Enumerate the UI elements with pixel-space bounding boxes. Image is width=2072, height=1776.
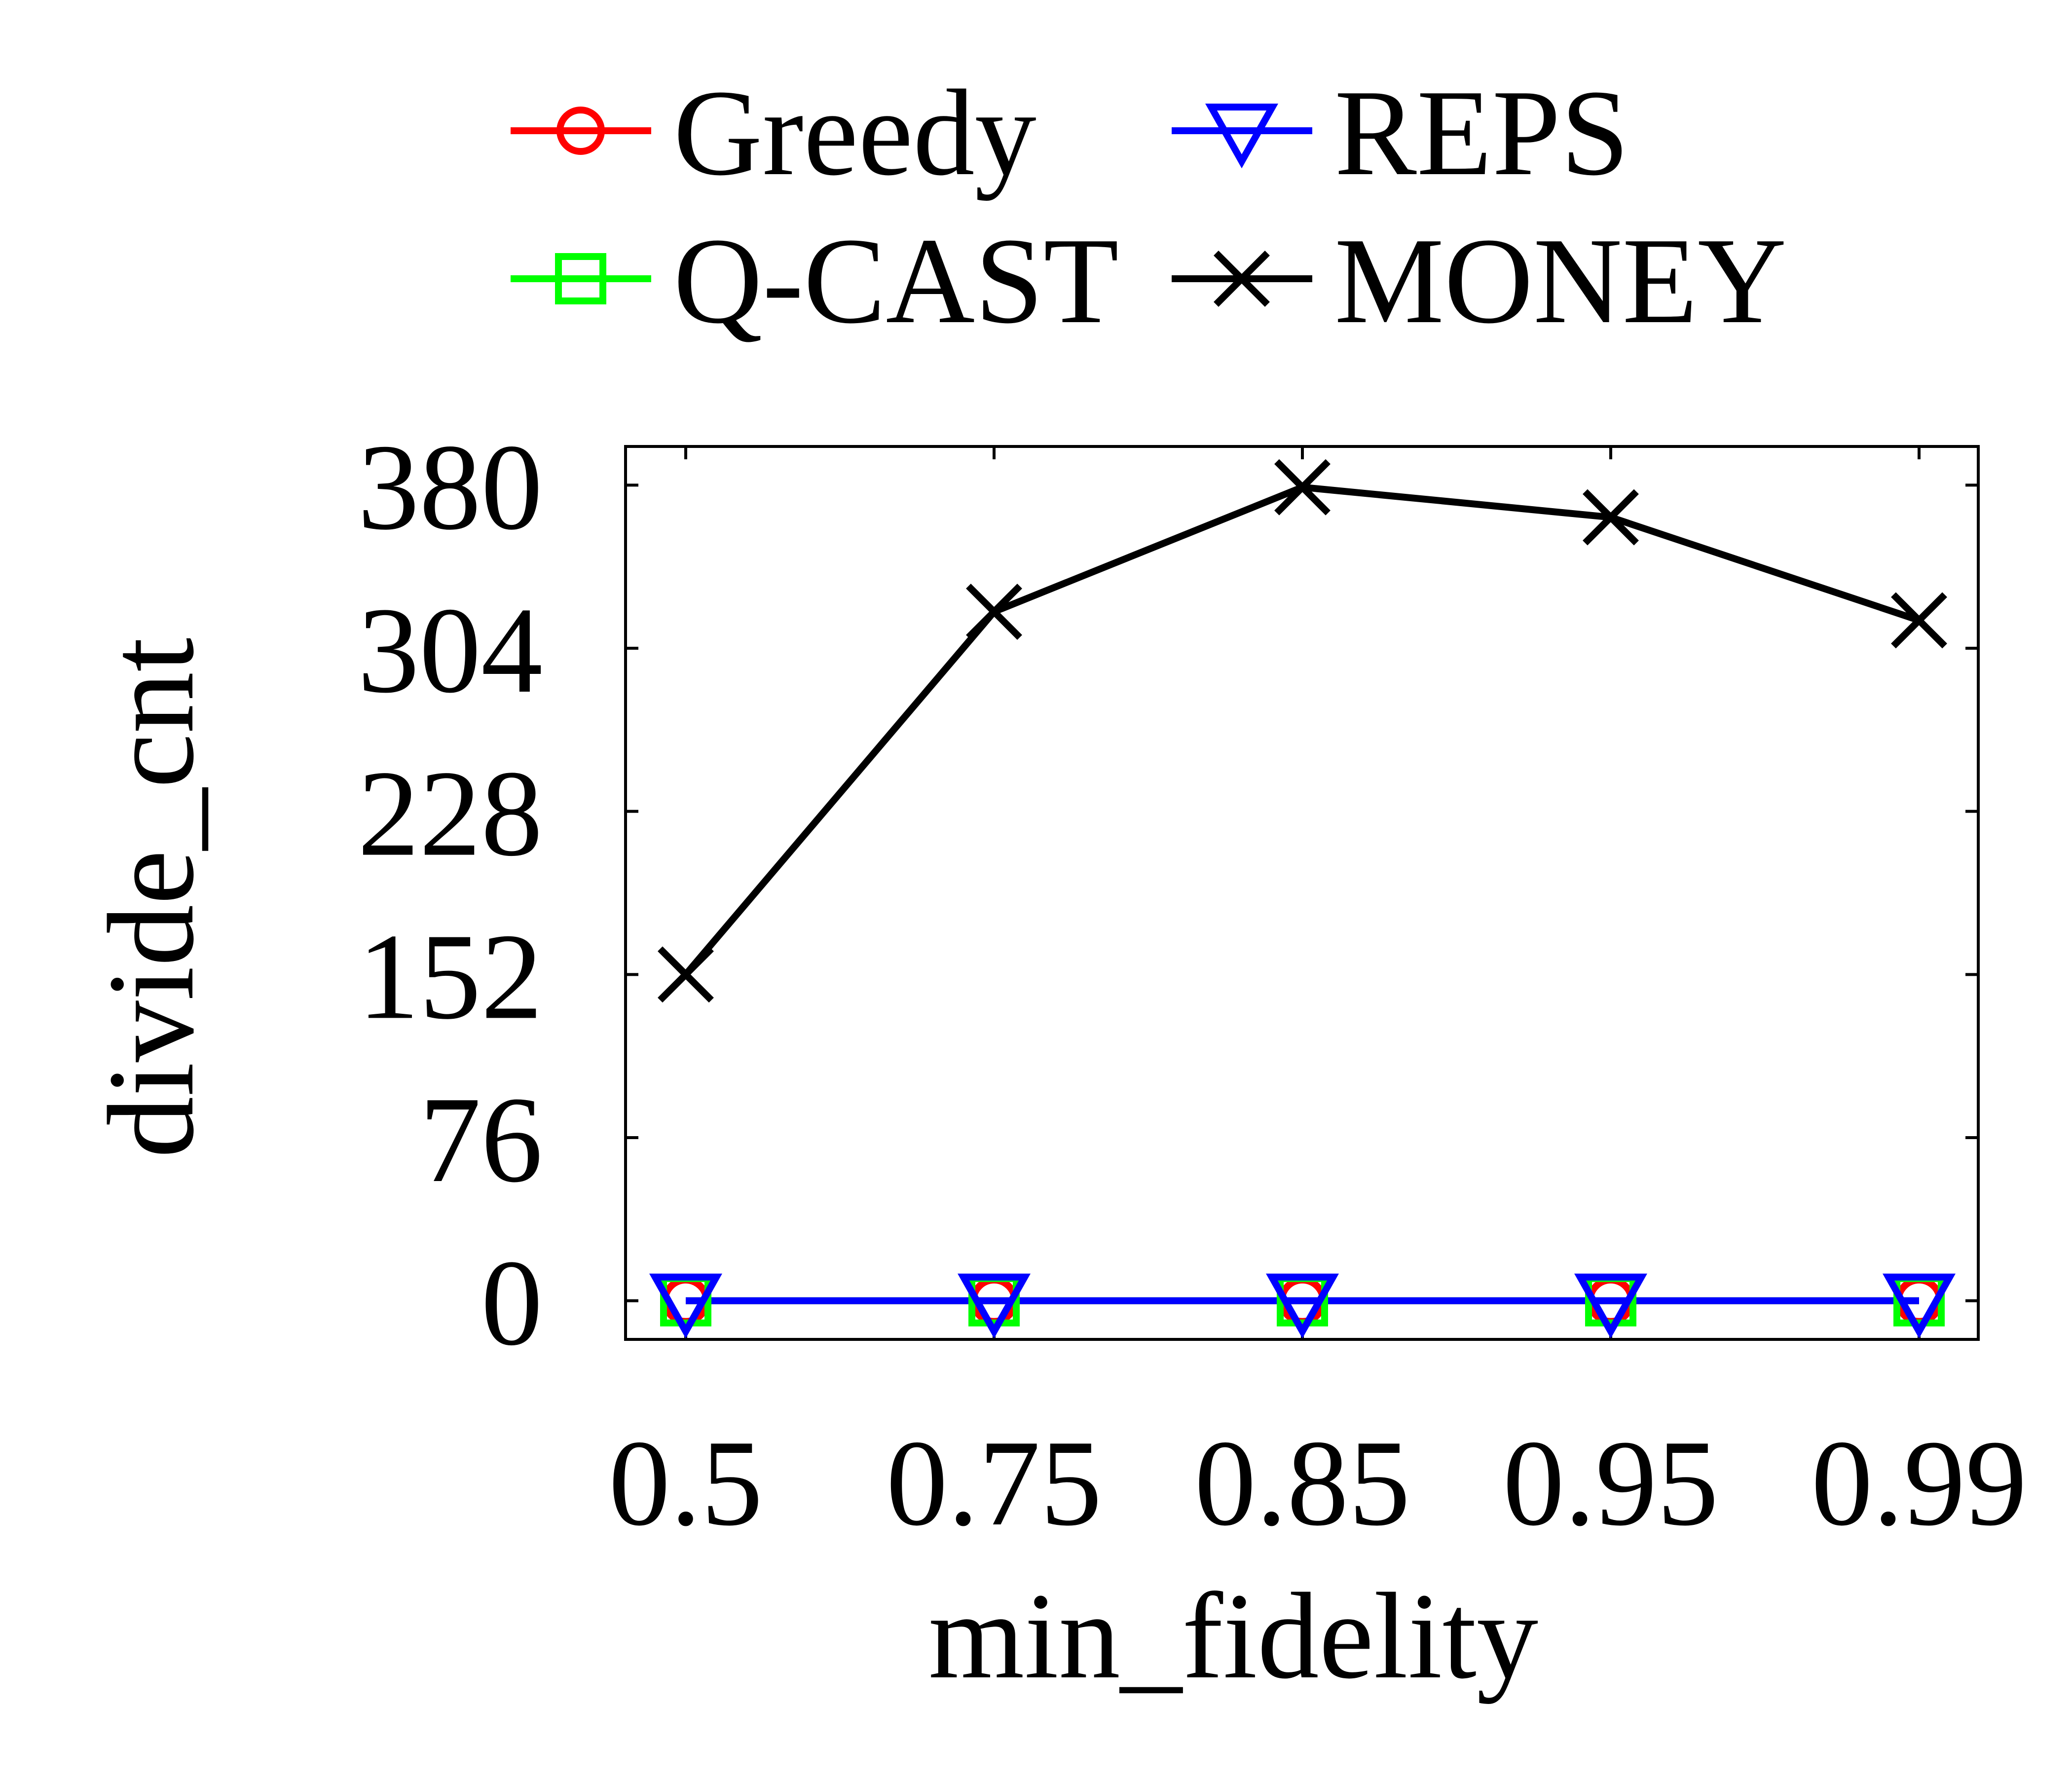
legend-marker-reps [1205, 104, 1278, 169]
legend: Greedy REPS Q-CAST MONEY [511, 65, 1787, 349]
point-reps-0.5 [649, 1273, 722, 1338]
series-lines [683, 483, 1921, 1304]
y-ticks: 0 76 152 228 304 380 [358, 419, 1978, 1371]
legend-label-greedy: Greedy [673, 65, 1036, 201]
legend-marker-greedy [556, 107, 605, 155]
x-tick-label-0.99: 0.99 [1811, 1415, 2027, 1552]
x-tick-label-0.5: 0.5 [609, 1415, 763, 1552]
y-tick-label-228: 228 [358, 745, 543, 882]
legend-item-money: MONEY [1172, 213, 1787, 349]
series-markers [649, 459, 1956, 1338]
x-tick-label-0.85: 0.85 [1194, 1415, 1410, 1552]
point-money-0.95 [1583, 489, 1639, 546]
point-money-0.5 [658, 946, 714, 1003]
legend-item-greedy: Greedy [511, 65, 1036, 201]
legend-label-money: MONEY [1334, 213, 1787, 349]
legend-marker-money [1214, 251, 1270, 307]
y-tick-label-0: 0 [481, 1235, 543, 1371]
point-reps-0.99 [1883, 1273, 1956, 1338]
x-tick-label-0.95: 0.95 [1503, 1415, 1719, 1552]
legend-label-q-cast: Q-CAST [673, 213, 1119, 349]
x-axis-label: min_fidelity [928, 1568, 1538, 1704]
point-money-0.85 [1274, 459, 1331, 516]
y-tick-label-304: 304 [358, 582, 543, 719]
point-money-0.99 [1891, 592, 1947, 649]
plot-frame [624, 445, 1980, 1341]
legend-label-reps: REPS [1334, 65, 1629, 201]
legend-marker-q-cast [555, 253, 606, 304]
x-ticks: 0.5 0.75 0.85 0.95 0.99 [609, 446, 2027, 1552]
point-reps-0.85 [1266, 1273, 1339, 1338]
y-axis-label: divide_cnt [83, 637, 220, 1158]
legend-item-reps: REPS [1172, 65, 1629, 201]
y-tick-label-380: 380 [358, 419, 543, 555]
legend-item-q-cast: Q-CAST [511, 213, 1119, 349]
point-reps-0.75 [958, 1273, 1031, 1338]
y-tick-label-152: 152 [358, 908, 543, 1045]
point-money-0.75 [966, 584, 1022, 640]
y-tick-label-76: 76 [419, 1072, 543, 1208]
point-reps-0.95 [1574, 1273, 1647, 1338]
x-tick-label-0.75: 0.75 [886, 1415, 1102, 1552]
series-line-money [683, 483, 1921, 977]
